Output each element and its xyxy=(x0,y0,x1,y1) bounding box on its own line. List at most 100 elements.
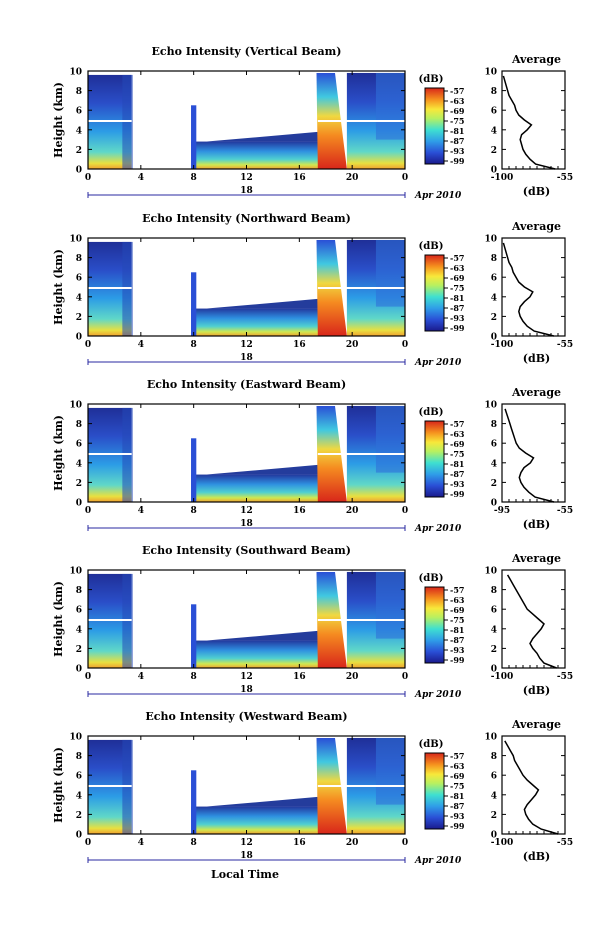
profile-x-tick-label: -100 xyxy=(491,672,514,682)
colorbar-tick-label: -69 xyxy=(450,771,465,781)
panel-4: Echo Intensity (Southward Beam) 0 2 4 6 8 10 He… xyxy=(52,544,573,700)
y-tick-label: 10 xyxy=(69,401,82,411)
x-tick-label: 4 xyxy=(138,838,144,848)
x-tick-label: 4 xyxy=(138,506,144,516)
y-axis-label: Height (km) xyxy=(52,747,65,823)
x-tick-label: 4 xyxy=(138,340,144,350)
y-tick-label: 2 xyxy=(76,146,82,156)
profile-x-axis-label: (dB) xyxy=(523,684,550,697)
y-tick-label: 8 xyxy=(76,87,82,97)
colorbar-tick-label: -57 xyxy=(450,86,464,96)
x-tick-label: 4 xyxy=(138,672,144,682)
profile-y-tick-label: 6 xyxy=(491,440,497,450)
colorbar-tick-label: -75 xyxy=(450,781,464,791)
profile-y-tick-label: 6 xyxy=(491,606,497,616)
profile-y-tick-label: 6 xyxy=(491,772,497,782)
y-tick-label: 10 xyxy=(69,733,82,743)
colorbar-tick-label: -75 xyxy=(450,283,464,293)
y-tick-label: 10 xyxy=(69,68,82,78)
x-tick-label: 0 xyxy=(85,672,91,682)
colorbar-tick-label: -81 xyxy=(450,791,464,801)
profile-x-tick-label: -100 xyxy=(491,340,514,350)
day-label: 18 xyxy=(240,353,253,363)
x-tick-label: 0 xyxy=(402,506,408,516)
profile-frame xyxy=(501,70,566,170)
profile-y-tick-label: 4 xyxy=(491,293,497,303)
profile-y-tick-label: 10 xyxy=(484,733,497,743)
average-profile-line xyxy=(506,574,557,669)
profile-y-tick-label: 8 xyxy=(491,87,497,97)
x-tick-label: 8 xyxy=(191,672,197,682)
x-tick-label: 16 xyxy=(293,838,306,848)
colorbar-tick-label: -81 xyxy=(450,126,464,136)
colorbar-tick-label: -69 xyxy=(450,106,465,116)
colorbar-label: (dB) xyxy=(419,241,444,252)
average-profile-line xyxy=(504,740,559,835)
y-tick-label: 2 xyxy=(76,313,82,323)
date-label: Apr 2010 xyxy=(414,191,462,201)
average-profile-line xyxy=(504,408,555,503)
profile-y-tick-label: 8 xyxy=(491,586,497,596)
heatmap-field xyxy=(88,72,405,169)
panel-title: Echo Intensity (Vertical Beam) xyxy=(151,45,341,58)
colorbar-tick-label: -57 xyxy=(450,585,464,595)
profile-frame xyxy=(501,569,566,669)
profile-y-tick-label: 4 xyxy=(491,459,497,469)
y-tick-label: 0 xyxy=(76,333,82,343)
profile-y-tick-label: 4 xyxy=(491,625,497,635)
x-tick-label: 0 xyxy=(85,173,91,183)
colorbar-tick-label: -93 xyxy=(450,645,465,655)
profile-x-tick-label: -55 xyxy=(557,340,573,350)
x-tick-label: 12 xyxy=(240,672,253,682)
profile-y-tick-label: 0 xyxy=(491,499,497,509)
profile-y-tick-label: 0 xyxy=(491,831,497,841)
panel-2: Echo Intensity (Northward Beam) 0 2 4 6 8 10 He… xyxy=(52,212,573,368)
colorbar-tick-label: -81 xyxy=(450,625,464,635)
panel-1: Echo Intensity (Vertical Beam) 0 2 4 6 8 10 Hei… xyxy=(52,45,573,201)
profile-y-tick-label: 4 xyxy=(491,791,497,801)
x-tick-label: 8 xyxy=(191,506,197,516)
y-tick-label: 0 xyxy=(76,166,82,176)
y-tick-label: 4 xyxy=(76,459,82,469)
x-tick-label: 0 xyxy=(402,838,408,848)
colorbar-tick-label: -93 xyxy=(450,313,465,323)
heatmap-field xyxy=(88,239,405,336)
date-label: Apr 2010 xyxy=(414,690,462,700)
profile-title: Average xyxy=(511,552,561,565)
x-tick-label: 12 xyxy=(240,173,253,183)
colorbar-tick-label: -93 xyxy=(450,811,465,821)
x-tick-label: 4 xyxy=(138,173,144,183)
profile-x-axis-label: (dB) xyxy=(523,518,550,531)
profile-y-tick-label: 10 xyxy=(484,68,497,78)
profile-y-tick-label: 0 xyxy=(491,665,497,675)
y-tick-label: 0 xyxy=(76,831,82,841)
x-tick-label: 16 xyxy=(293,672,306,682)
xlabel-local-time: Local Time xyxy=(211,868,279,881)
colorbar xyxy=(424,586,445,664)
profile-x-tick-label: -95 xyxy=(494,506,510,516)
colorbar-tick-label: -63 xyxy=(450,595,465,605)
profile-y-tick-label: 4 xyxy=(491,126,497,136)
colorbar-tick-label: -75 xyxy=(450,615,464,625)
y-tick-label: 4 xyxy=(76,625,82,635)
colorbar xyxy=(424,87,445,165)
day-label: 18 xyxy=(240,851,253,861)
y-tick-label: 8 xyxy=(76,586,82,596)
colorbar-tick-label: -93 xyxy=(450,146,465,156)
x-tick-label: 16 xyxy=(293,506,306,516)
y-tick-label: 6 xyxy=(76,274,82,284)
profile-y-tick-label: 2 xyxy=(491,645,497,655)
y-tick-label: 4 xyxy=(76,293,82,303)
profile-y-tick-label: 2 xyxy=(491,313,497,323)
profile-x-axis-label: (dB) xyxy=(523,850,550,863)
profile-y-tick-label: 2 xyxy=(491,479,497,489)
x-tick-label: 0 xyxy=(85,340,91,350)
profile-x-tick-label: -55 xyxy=(557,506,573,516)
profile-x-tick-label: -55 xyxy=(557,838,573,848)
y-tick-label: 0 xyxy=(76,665,82,675)
profile-y-tick-label: 8 xyxy=(491,752,497,762)
day-label: 18 xyxy=(240,685,253,695)
x-tick-label: 8 xyxy=(191,173,197,183)
x-tick-label: 16 xyxy=(293,340,306,350)
